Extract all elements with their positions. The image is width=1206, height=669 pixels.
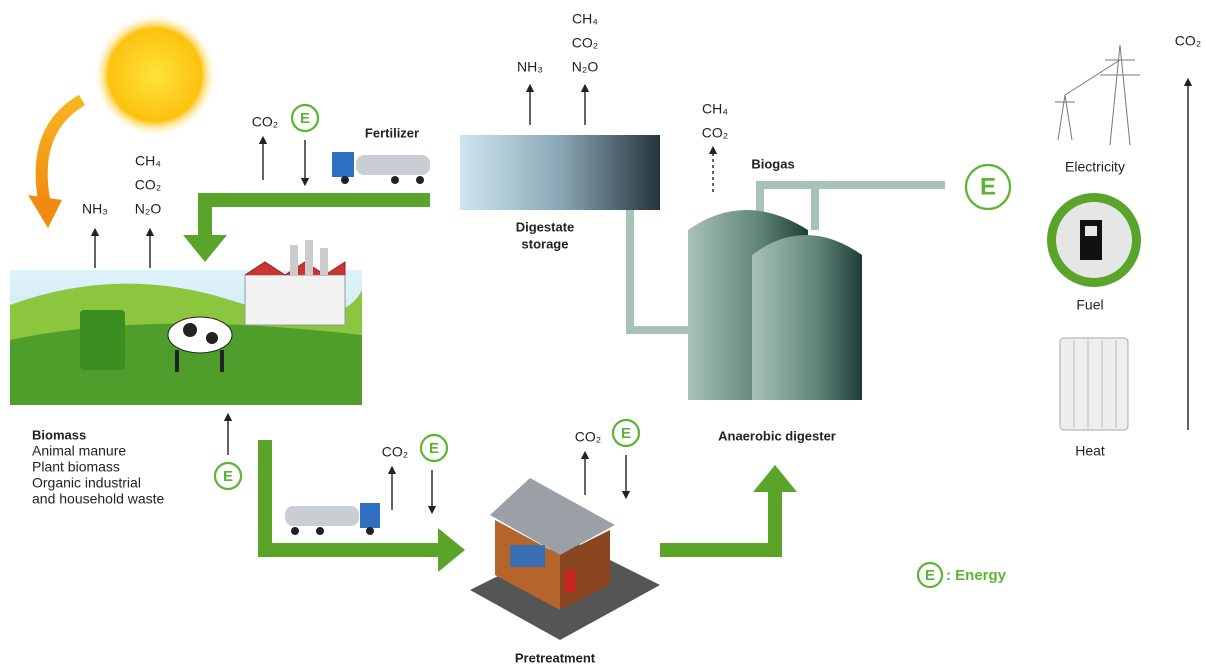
gas-label: N₂O bbox=[135, 201, 162, 217]
gas-label: CO₂ bbox=[702, 125, 728, 141]
pipe bbox=[630, 210, 690, 330]
gas-label: CH₄ bbox=[135, 153, 161, 169]
pretreatment-label: Pretreatment bbox=[515, 650, 596, 665]
pylons bbox=[1055, 45, 1140, 145]
sun-arrow bbox=[42, 100, 82, 205]
fertilizer-label: Fertilizer bbox=[365, 125, 419, 140]
truck bbox=[285, 503, 380, 535]
storage-label: storage bbox=[522, 236, 569, 251]
storage-label: Digestate bbox=[516, 219, 575, 234]
biomass-item: Plant biomass bbox=[32, 459, 120, 475]
landscape bbox=[10, 240, 362, 405]
gas-label: CH₄ bbox=[702, 101, 728, 117]
output-label: Fuel bbox=[1076, 297, 1103, 313]
flow-arrowhead bbox=[753, 465, 797, 492]
digestate-tank bbox=[460, 135, 660, 210]
gas-label: CH₄ bbox=[572, 11, 598, 27]
biomass-item: Organic industrial bbox=[32, 475, 141, 491]
output-label: Electricity bbox=[1065, 159, 1125, 175]
gas-label: CO₂ bbox=[575, 429, 601, 445]
biomass-item: and household waste bbox=[32, 491, 165, 507]
sun-arrow-head bbox=[28, 195, 62, 228]
energy-symbol: E bbox=[980, 173, 996, 200]
energy-symbol: E bbox=[300, 110, 310, 127]
radiator bbox=[1060, 338, 1128, 430]
fuel-icon bbox=[1047, 193, 1141, 287]
gas-label: CO₂ bbox=[252, 114, 278, 130]
flow-arrowhead bbox=[438, 528, 465, 572]
biomass-item: Animal manure bbox=[32, 443, 126, 459]
digester-label: Anaerobic digester bbox=[718, 428, 836, 443]
gas-label: N₂O bbox=[572, 59, 599, 75]
gas-label: NH₃ bbox=[82, 201, 108, 217]
energy-symbol: E bbox=[621, 425, 631, 442]
flow-arrowhead bbox=[183, 235, 227, 262]
gas-label: CO₂ bbox=[135, 177, 161, 193]
truck bbox=[332, 152, 430, 184]
digester bbox=[688, 210, 862, 400]
legend-symbol: E bbox=[925, 567, 935, 584]
sun bbox=[93, 13, 217, 137]
gas-label: NH₃ bbox=[517, 59, 543, 75]
gas-label: CO₂ bbox=[572, 35, 598, 51]
pretreatment-building bbox=[470, 478, 660, 640]
energy-symbol: E bbox=[429, 440, 439, 457]
output-label: Heat bbox=[1075, 443, 1105, 459]
legend-label: : Energy bbox=[946, 567, 1007, 584]
gas-label: CO₂ bbox=[382, 444, 408, 460]
biogas-label: Biogas bbox=[751, 156, 794, 171]
biomass-title: Biomass bbox=[32, 427, 86, 442]
energy-symbol: E bbox=[223, 468, 233, 485]
biogas-diagram: NH₃ CH₄ CO₂ N₂O CO₂ E Fertilizer NH₃ CH₄… bbox=[0, 0, 1206, 669]
gas-label: CO₂ bbox=[1175, 33, 1201, 49]
